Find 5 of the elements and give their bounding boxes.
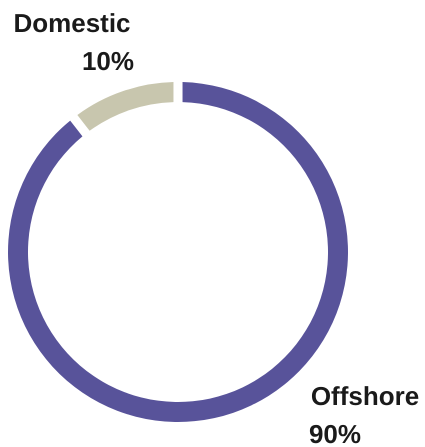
donut-slice xyxy=(77,82,174,131)
slice-label: Offshore xyxy=(310,381,420,411)
data-label: 10% xyxy=(82,46,134,76)
slice-label: Domestic xyxy=(13,8,131,38)
data-label: 90% xyxy=(308,419,362,447)
